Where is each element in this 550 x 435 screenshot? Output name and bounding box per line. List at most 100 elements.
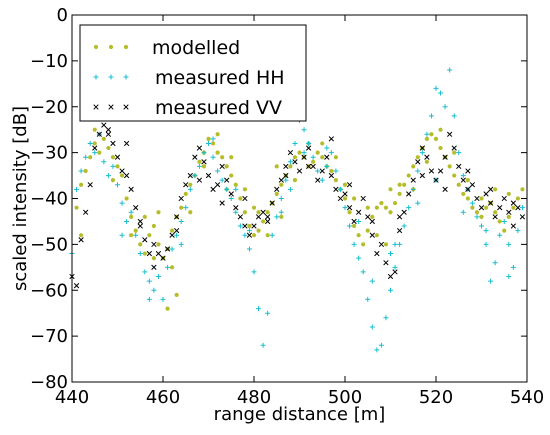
data-point bbox=[487, 186, 494, 192]
x-tick-label: 460 bbox=[146, 387, 180, 408]
data-point bbox=[365, 228, 370, 233]
data-point bbox=[460, 209, 466, 215]
data-point bbox=[324, 163, 330, 169]
data-point bbox=[346, 182, 353, 188]
data-point bbox=[429, 132, 434, 137]
data-point bbox=[492, 260, 498, 266]
data-point bbox=[392, 269, 398, 275]
data-point bbox=[337, 195, 344, 202]
data-point bbox=[123, 140, 130, 147]
data-point bbox=[92, 150, 98, 156]
data-point bbox=[238, 196, 243, 201]
data-point bbox=[146, 250, 153, 257]
data-point bbox=[365, 296, 371, 302]
data-point bbox=[415, 155, 420, 160]
x-tick-label: 440 bbox=[55, 387, 89, 408]
data-point bbox=[487, 200, 494, 206]
data-point bbox=[287, 186, 293, 192]
data-point bbox=[74, 205, 79, 210]
data-point bbox=[178, 195, 184, 202]
data-point bbox=[205, 172, 212, 179]
data-point bbox=[488, 278, 494, 284]
data-point bbox=[124, 218, 130, 224]
data-point bbox=[196, 177, 203, 183]
data-point bbox=[187, 186, 193, 192]
data-point bbox=[101, 159, 107, 165]
data-point bbox=[228, 191, 234, 197]
data-point bbox=[346, 205, 353, 211]
data-point bbox=[329, 168, 334, 174]
data-point bbox=[506, 273, 512, 279]
data-point bbox=[437, 168, 444, 174]
data-point bbox=[210, 136, 216, 142]
data-point bbox=[174, 292, 179, 297]
data-point bbox=[242, 187, 247, 192]
data-point bbox=[410, 186, 416, 192]
data-point bbox=[356, 218, 362, 224]
x-tick-label: 540 bbox=[510, 387, 544, 408]
legend-entry: modelled bbox=[93, 37, 240, 59]
y-tick-label: −40 bbox=[30, 189, 68, 210]
legend-label: measured HH bbox=[155, 67, 285, 89]
data-point bbox=[465, 186, 471, 192]
data-point bbox=[256, 228, 261, 233]
data-point bbox=[510, 223, 517, 229]
data-point bbox=[369, 232, 375, 238]
data-point bbox=[501, 218, 507, 224]
data-point bbox=[447, 67, 453, 73]
y-tick-label: −20 bbox=[30, 97, 68, 118]
series-measured-vv bbox=[69, 122, 526, 289]
data-point bbox=[292, 155, 298, 160]
data-point bbox=[315, 168, 321, 174]
data-point bbox=[233, 205, 239, 211]
x-axis-label: range distance [m] bbox=[214, 404, 386, 425]
x-tick-label: 500 bbox=[328, 387, 362, 408]
data-point bbox=[465, 196, 470, 201]
data-point bbox=[128, 209, 134, 215]
data-point bbox=[493, 187, 498, 192]
data-point bbox=[392, 241, 398, 247]
data-point bbox=[124, 196, 129, 201]
data-point bbox=[92, 127, 97, 132]
data-point bbox=[215, 168, 221, 174]
data-point bbox=[215, 132, 220, 137]
data-point bbox=[279, 182, 284, 187]
data-point bbox=[519, 205, 525, 211]
data-point bbox=[333, 186, 339, 192]
data-point bbox=[292, 140, 298, 146]
data-point bbox=[119, 173, 125, 178]
data-point bbox=[83, 168, 88, 174]
data-point bbox=[319, 168, 325, 174]
data-point bbox=[269, 232, 275, 238]
data-point bbox=[442, 154, 448, 160]
data-point bbox=[483, 191, 489, 197]
data-point bbox=[192, 154, 198, 160]
data-point bbox=[183, 205, 189, 211]
data-point bbox=[219, 200, 225, 206]
data-point bbox=[342, 191, 348, 197]
legend-marker bbox=[108, 74, 114, 80]
data-point bbox=[456, 150, 462, 156]
data-point bbox=[387, 273, 394, 280]
data-point bbox=[461, 191, 466, 197]
data-point bbox=[229, 173, 234, 178]
data-point bbox=[365, 205, 370, 210]
data-point bbox=[438, 127, 443, 132]
data-points bbox=[69, 67, 526, 353]
data-point bbox=[397, 191, 402, 197]
data-point bbox=[242, 232, 248, 238]
data-point bbox=[301, 127, 307, 133]
data-point bbox=[79, 182, 84, 187]
data-point bbox=[333, 168, 339, 174]
data-point bbox=[479, 196, 484, 201]
series-modelled bbox=[74, 127, 525, 311]
data-point bbox=[369, 278, 375, 284]
data-point bbox=[401, 223, 407, 229]
data-point bbox=[246, 232, 253, 238]
data-point bbox=[451, 113, 457, 119]
data-point bbox=[78, 168, 84, 174]
data-point bbox=[383, 315, 389, 321]
data-point bbox=[164, 246, 171, 252]
data-point bbox=[142, 214, 147, 219]
